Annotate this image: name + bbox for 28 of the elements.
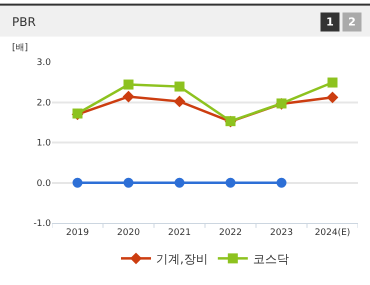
y-tick-label: -1.0: [33, 219, 52, 230]
y-axis-title: [배]: [12, 43, 28, 53]
x-tick-label: 2021: [168, 228, 191, 238]
y-tick-label: 1.0: [36, 138, 52, 149]
y-tick-label: 0.0: [36, 178, 52, 189]
y-tick-label: 2.0: [36, 98, 52, 108]
x-tick-label: 2020: [117, 228, 140, 238]
legend-label: 기계,장비: [156, 252, 208, 266]
point: [174, 96, 186, 108]
point: [72, 178, 82, 188]
point: [326, 92, 338, 104]
text: 1: [326, 16, 334, 28]
x-tick-label: 2019: [66, 228, 90, 238]
point: [276, 178, 286, 188]
point: [174, 82, 184, 92]
point: [226, 178, 236, 188]
y-tick-label: 3.0: [36, 58, 52, 68]
x-tick-label: 2024(E): [314, 228, 350, 238]
point: [124, 80, 134, 90]
point: [124, 178, 134, 188]
text: 2: [348, 16, 356, 28]
legend-label: 코스닥: [252, 252, 289, 266]
point: [328, 78, 338, 88]
point: [174, 178, 184, 188]
x-tick-label: 2022: [219, 228, 242, 238]
point: [122, 90, 134, 102]
x-tick-label: 2023: [270, 228, 293, 238]
chart-title: PBR: [12, 15, 36, 29]
